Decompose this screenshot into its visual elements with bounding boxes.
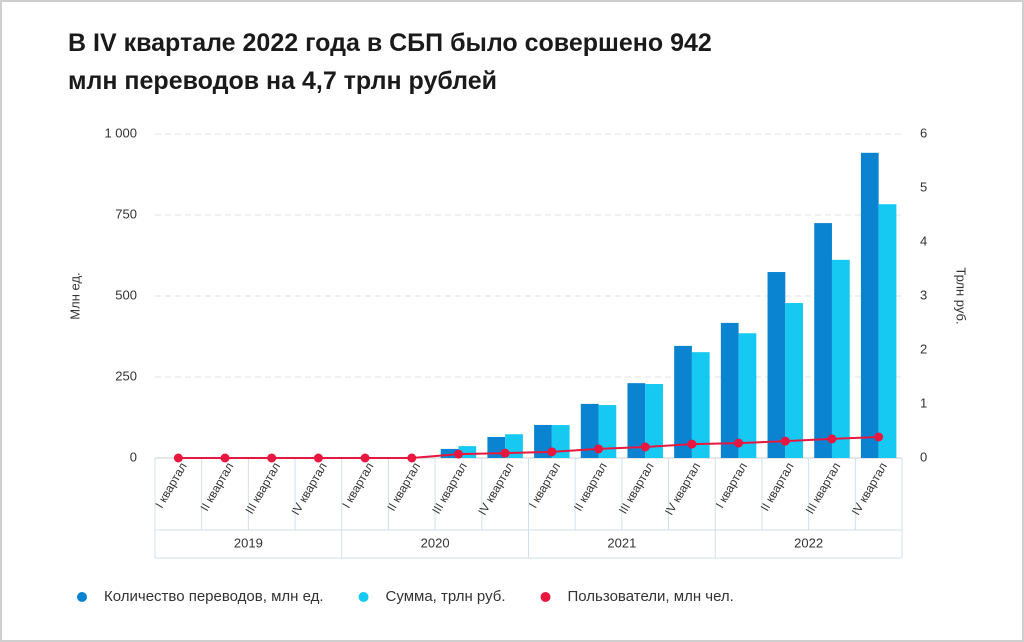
y2-tick-label: 0 (920, 449, 927, 464)
bar (598, 405, 617, 458)
legend-marker (540, 592, 551, 602)
bar (785, 303, 804, 458)
y-tick-label: 500 (115, 287, 137, 302)
y-tick-label: 750 (115, 206, 137, 221)
y-tick-label: 250 (115, 368, 137, 383)
legend-label: Сумма, трлн руб. (386, 588, 506, 605)
y2-tick-label: 3 (920, 287, 927, 302)
bar (534, 424, 552, 458)
legend-label: Пользователи, млн чел. (568, 588, 734, 605)
line-point (874, 432, 884, 442)
line-point (360, 453, 370, 463)
x-tick-label: I квартал (713, 460, 750, 511)
bar (645, 384, 663, 458)
chart-title: В IV квартале 2022 года в СБП было совер… (68, 29, 712, 95)
line-point (267, 453, 277, 463)
bar (878, 204, 897, 458)
line-point (734, 438, 744, 448)
bar (458, 446, 477, 458)
line-point (500, 448, 510, 458)
line-point (687, 439, 697, 449)
y2-tick-label: 2 (920, 341, 927, 356)
group-label: 2022 (794, 535, 823, 550)
bar (720, 322, 739, 458)
x-tick-label: II квартал (384, 460, 423, 513)
x-tick-label: I квартал (526, 460, 563, 511)
bar (551, 425, 570, 458)
y2-tick-label: 4 (920, 233, 927, 248)
line-point (220, 453, 230, 463)
line-point (594, 444, 604, 454)
legend-marker (77, 592, 87, 602)
line-point (313, 453, 323, 463)
group-label: 2019 (234, 535, 263, 550)
bar (767, 272, 786, 458)
bar (738, 333, 757, 458)
x-tick-label: II квартал (758, 460, 797, 513)
bar (831, 259, 850, 458)
legend-label: Количество переводов, млн ед. (104, 588, 324, 605)
line (178, 435, 879, 459)
y-tick-label: 0 (130, 449, 137, 464)
y-axis-label: Млн ед. (67, 272, 82, 319)
line-point (780, 436, 790, 446)
line-point (173, 453, 183, 463)
line-point (407, 453, 417, 463)
y2-tick-label: 1 (920, 395, 927, 410)
x-tick-label: I квартал (339, 460, 376, 511)
line-point (827, 434, 837, 444)
x-tick-label: II квартал (571, 460, 610, 513)
line-point (547, 447, 557, 457)
bar (814, 223, 832, 458)
group-label: 2020 (421, 535, 450, 550)
y-tick-label: 1 000 (104, 125, 137, 140)
bar (674, 345, 692, 458)
x-tick-label: I квартал (152, 460, 189, 511)
bar (691, 352, 710, 458)
bar (860, 152, 879, 459)
line-point (640, 442, 650, 452)
bar (627, 383, 646, 458)
line-point (453, 449, 463, 459)
y2-tick-label: 5 (920, 179, 927, 194)
bar (440, 448, 459, 458)
y2-axis-label: Трлн руб. (954, 267, 969, 324)
y2-tick-label: 6 (920, 125, 927, 140)
x-tick-label: II квартал (197, 460, 236, 513)
legend-marker (358, 592, 369, 602)
bar (580, 403, 599, 458)
group-label: 2021 (607, 535, 636, 550)
